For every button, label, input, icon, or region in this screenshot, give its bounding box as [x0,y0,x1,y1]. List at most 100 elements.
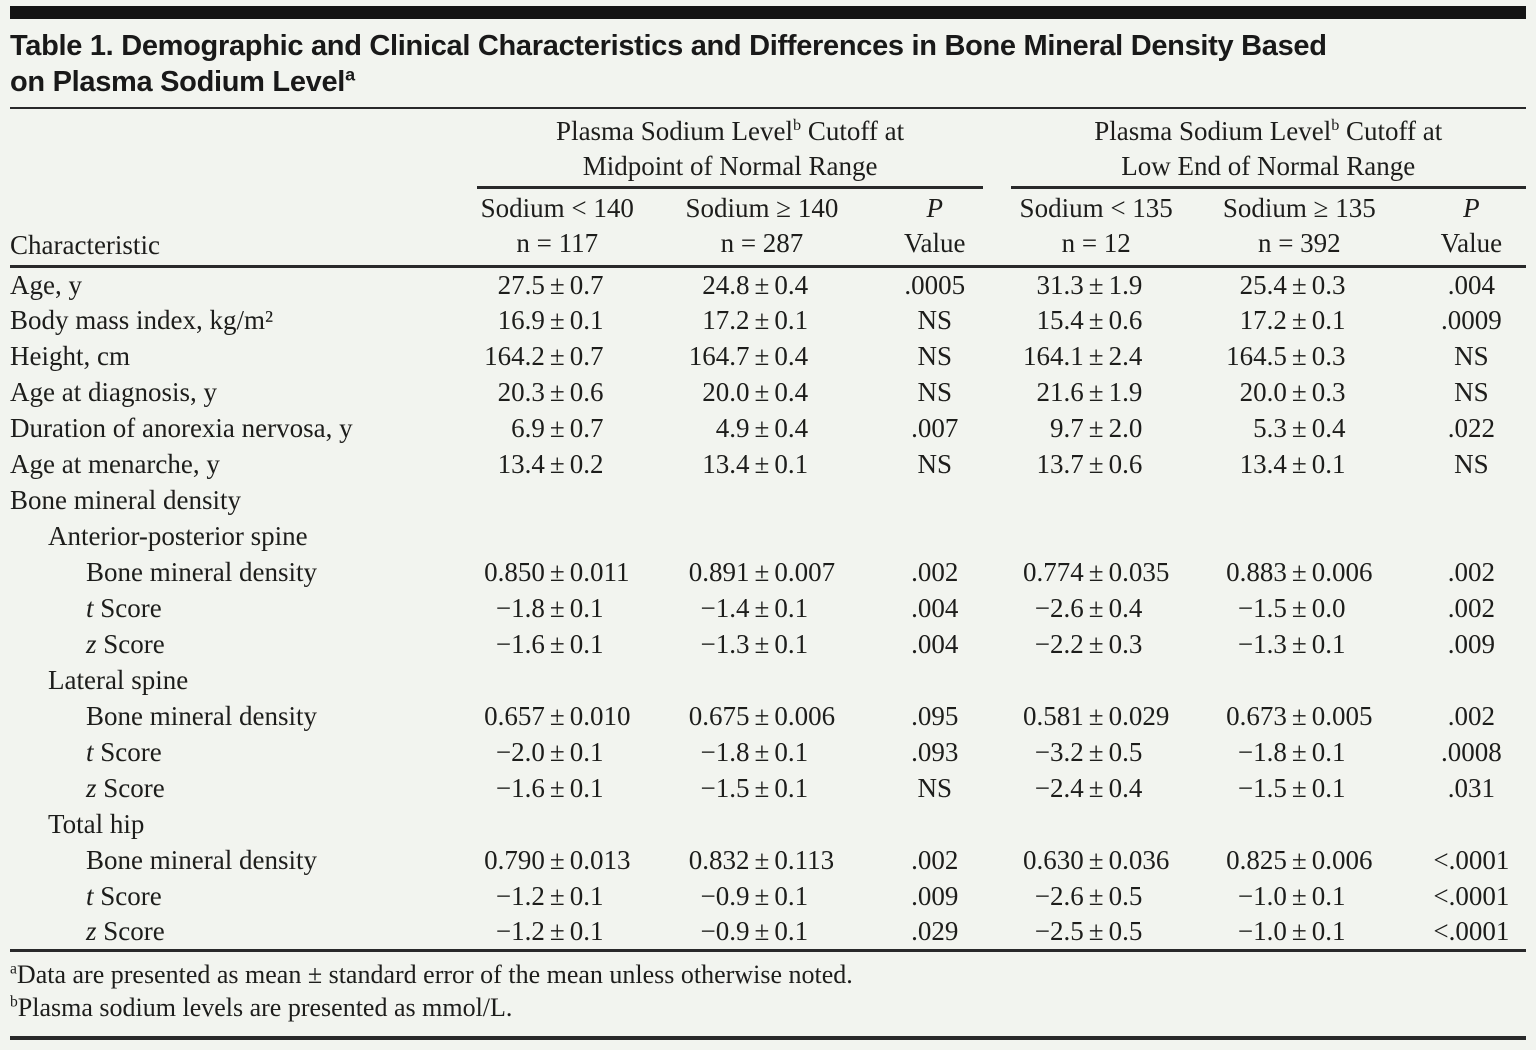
empty-cell [886,663,983,699]
corner-cell [10,107,477,188]
pvalue-cell: NS [917,773,952,803]
gap-cell [983,187,1011,268]
table-body: Age, y 27.5 ±0.7 24.8 ±0.4 .0005 31.3 ±1.9 25.4 ±… [10,267,1526,952]
value-cell: 21.6 ±1.9 [1036,377,1143,407]
value-cell: 0.850 ±0.011 [484,557,630,587]
section-row: Bone mineral density [10,483,1526,519]
footnote-marker-a: a [10,960,17,978]
gap-cell [983,375,1010,411]
pvalue-cell: NS [917,305,952,335]
footnote-a-text: Data are presented as mean ± standard er… [16,960,853,989]
table-row: Age at menarche, y 13.4 ±0.2 13.4 ±0.1 NS 13.7… [10,447,1526,483]
section-row: Lateral spine [10,663,1526,699]
value-cell: −0.9 ±0.1 [700,881,809,911]
group-header-lowend: Plasma Sodium Levelb Cutoff at Low End o… [1010,107,1526,189]
row-label: z Score [10,914,477,952]
empty-cell [477,663,638,699]
col-header-p-value-1: P Value [886,187,984,268]
table-row: Bone mineral density 0.790 ±0.013 0.832 ±0.1… [10,843,1526,879]
table-title-text2: on Plasma Sodium Level [10,66,346,98]
gap-cell [983,411,1010,447]
column-header-row: Characteristic Sodium < 140 n = 117 Sodi… [10,187,1526,268]
row-label: z Score [86,773,165,803]
empty-cell [1011,519,1182,555]
data-table: Plasma Sodium Levelb Cutoff at Midpoint … [10,107,1526,952]
gap-cell [983,339,1010,375]
value-cell: 17.2 ±0.1 [1239,305,1346,335]
value-cell: 27.5 ±0.7 [497,269,604,300]
table-row: Bone mineral density 0.850 ±0.011 0.891 ±0.0… [10,555,1526,591]
gap-cell [983,107,1011,188]
gap-cell [983,555,1010,591]
row-label: Age at diagnosis, y [10,377,217,407]
empty-cell [1011,807,1182,843]
pvalue-cell: NS [1454,449,1489,479]
empty-cell [1417,807,1526,843]
table-row: Age at diagnosis, y 20.3 ±0.6 20.0 ±0.4 NS 21.… [10,375,1526,411]
row-label: z Score [86,629,165,659]
value-cell: 0.790 ±0.013 [484,845,631,875]
value-cell: 9.7 ±2.0 [1050,413,1143,443]
pvalue-cell: .002 [1447,557,1496,587]
value-cell: 24.8 ±0.4 [702,269,809,300]
value-cell: 13.4 ±0.1 [1239,449,1346,479]
col-header-p-value-2: P Value [1416,187,1526,268]
row-label: Bone mineral density [86,557,317,587]
value-cell: −2.2 ±0.3 [1034,629,1143,659]
table-row: t Score −1.8 ±0.1 −1.4 ±0.1 .004 −2.6 ±0.4 −1.5 ±… [10,591,1526,627]
row-label: t Score [86,737,162,767]
gap-cell [983,447,1010,483]
table-row: Age, y 27.5 ±0.7 24.8 ±0.4 .0005 31.3 ±1.9 25.4 ±… [10,267,1526,303]
value-cell: 164.1 ±2.4 [1023,341,1143,371]
value-cell: −1.5 ±0.1 [700,773,809,803]
empty-cell [886,483,983,519]
value-cell: −1.3 ±0.1 [700,629,809,659]
empty-cell [1011,663,1182,699]
gap-cell [983,267,1010,303]
gap-cell [983,519,1010,555]
value-cell: −2.6 ±0.4 [1034,593,1143,623]
value-cell: −1.2 ±0.1 [495,881,604,911]
value-cell: 31.3 ±1.9 [1036,269,1143,300]
empty-cell [1182,807,1417,843]
table-title: Table 1. Demographic and Clinical Charac… [10,28,1526,100]
row-label: Body mass index, kg/m² [10,305,274,335]
pvalue-cell: <.0001 [1433,881,1510,911]
gap-cell [983,843,1010,879]
value-cell: 4.9 ±0.4 [715,413,809,443]
row-label: Bone mineral density [86,701,317,731]
empty-cell [638,663,887,699]
value-cell: 13.4 ±0.1 [702,449,809,479]
value-cell: 15.4 ±0.6 [1036,305,1143,335]
group2-line1: Plasma Sodium Level [1094,116,1332,146]
pvalue-cell: .0005 [904,269,966,300]
table-row: Bone mineral density 0.657 ±0.010 0.675 ±0.0… [10,699,1526,735]
pvalue-cell: .095 [911,701,959,731]
value-cell: −1.0 ±0.1 [1181,914,1417,952]
pvalue-cell: NS [1454,341,1489,371]
row-label: Anterior-posterior spine [48,521,308,551]
empty-cell [638,519,887,555]
table-row: z Score −1.6 ±0.1 −1.5 ±0.1 NS −2.4 ±0.4 −1.5 ±0.… [10,771,1526,807]
empty-cell [1182,483,1417,519]
pvalue-cell: .004 [911,629,959,659]
col-header-sodium-lt-140: Sodium < 140 n = 117 [476,187,638,268]
value-cell: 0.675 ±0.006 [688,701,836,731]
group1-line2: Midpoint of Normal Range [582,151,878,181]
row-label: Total hip [48,809,145,839]
row-label: Lateral spine [48,665,189,695]
pvalue-cell: .004 [911,593,959,623]
bottom-rule [10,1036,1526,1040]
value-cell: 0.673 ±0.005 [1226,701,1373,731]
value-cell: −1.5 ±0.0 [1237,593,1346,623]
gap-cell [983,699,1010,735]
value-cell: 0.891 ±0.007 [688,557,836,587]
pvalue-cell: .007 [911,413,959,443]
gap-cell [983,303,1010,339]
pvalue-cell: .0008 [1441,737,1502,767]
footnote-marker-a: a [345,64,355,85]
value-cell: −1.2 ±0.1 [476,914,638,952]
pvalue-cell: .029 [886,914,984,952]
pvalue-cell: .002 [911,557,959,587]
row-label: Age at menarche, y [10,449,220,479]
